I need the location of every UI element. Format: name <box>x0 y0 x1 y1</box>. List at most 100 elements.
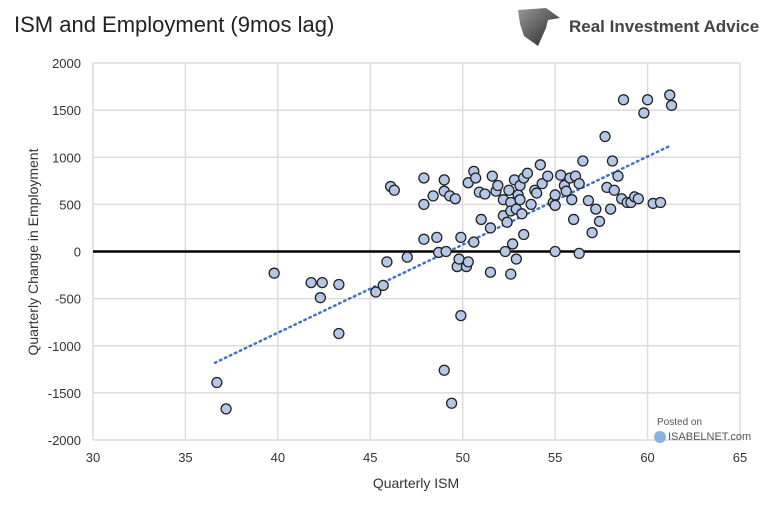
data-point <box>418 233 430 245</box>
data-point <box>503 184 515 196</box>
chart-title: ISM and Employment (9mos lag) <box>14 12 335 37</box>
data-point <box>531 187 543 199</box>
data-point <box>534 159 547 171</box>
data-point <box>445 397 458 409</box>
data-point <box>590 203 602 215</box>
data-point <box>455 231 467 244</box>
x-tick-label: 35 <box>178 450 192 465</box>
data-point <box>314 292 327 304</box>
data-point <box>566 194 578 206</box>
x-tick-label: 55 <box>548 450 562 465</box>
data-point <box>582 194 595 207</box>
data-point <box>516 208 528 220</box>
isabelnet-globe-icon <box>654 431 666 443</box>
data-point <box>521 167 534 179</box>
data-point <box>305 276 317 289</box>
x-tick-label: 65 <box>733 450 747 465</box>
data-point <box>549 189 561 201</box>
data-point <box>333 327 345 340</box>
data-point <box>617 94 630 106</box>
y-tick-label: -1000 <box>48 339 81 354</box>
data-point <box>484 266 497 278</box>
data-point <box>555 169 567 181</box>
data-point <box>401 251 413 263</box>
data-point <box>577 155 589 167</box>
data-point <box>612 170 624 182</box>
data-point <box>549 245 561 258</box>
y-tick-label: -1500 <box>48 386 81 401</box>
data-point <box>641 94 654 106</box>
data-point <box>586 226 598 239</box>
data-point <box>536 177 548 190</box>
data-point <box>418 198 430 211</box>
data-point <box>506 238 519 250</box>
brand-name: Real Investment Advice <box>569 17 760 36</box>
x-axis-label: Quarterly ISM <box>373 475 459 491</box>
x-tick-label: 40 <box>271 450 285 465</box>
y-tick-label: -2000 <box>48 433 81 448</box>
data-point <box>542 170 554 182</box>
data-point <box>381 256 393 268</box>
data-point <box>431 231 443 244</box>
data-point <box>438 174 450 186</box>
data-point <box>505 268 517 280</box>
data-point <box>316 276 328 289</box>
y-axis-label: Quarterly Change in Employment <box>25 148 41 355</box>
data-point <box>486 170 498 182</box>
data-point <box>514 194 526 206</box>
data-point <box>654 196 667 209</box>
y-tick-label: 1500 <box>52 103 81 118</box>
data-point <box>427 190 439 202</box>
data-point <box>475 213 487 226</box>
data-point <box>449 193 461 205</box>
data-point <box>608 184 620 196</box>
data-point <box>440 245 452 258</box>
data-point <box>573 247 585 260</box>
y-tick-label: -500 <box>55 292 81 307</box>
data-point <box>268 267 280 279</box>
data-point <box>665 99 678 112</box>
data-point <box>388 184 400 196</box>
data-point <box>567 213 580 226</box>
data-point <box>632 193 644 205</box>
data-point <box>479 188 491 200</box>
y-tick-label: 500 <box>59 197 81 212</box>
y-tick-label: 0 <box>74 245 81 260</box>
eagle-logo-icon <box>518 8 560 46</box>
data-point <box>593 215 606 227</box>
x-tick-label: 50 <box>455 450 469 465</box>
y-tick-label: 2000 <box>52 56 81 71</box>
posted-on-text: Posted on <box>657 417 703 428</box>
data-point <box>560 185 572 197</box>
data-point <box>518 228 530 241</box>
data-point <box>638 107 650 119</box>
data-point <box>377 279 389 292</box>
data-point <box>470 172 482 184</box>
data-point <box>573 177 585 190</box>
data-point <box>370 286 382 298</box>
data-point <box>501 216 513 228</box>
data-point <box>455 309 467 322</box>
x-tick-label: 45 <box>363 450 377 465</box>
data-point <box>525 198 537 211</box>
data-point <box>468 236 480 248</box>
data-point <box>510 253 522 265</box>
y-tick-label: 1000 <box>52 150 81 165</box>
data-point <box>462 256 474 268</box>
data-point <box>606 155 619 167</box>
x-tick-label: 60 <box>640 450 654 465</box>
data-point <box>484 222 497 234</box>
data-point <box>664 89 676 101</box>
data-point <box>333 278 345 291</box>
data-point <box>499 245 511 258</box>
data-point <box>220 403 232 415</box>
isabelnet-text: ISABELNET.com <box>668 431 752 443</box>
data-point <box>211 376 223 389</box>
data-point <box>418 172 430 184</box>
data-point <box>599 130 611 143</box>
x-tick-label: 30 <box>86 450 100 465</box>
data-point <box>604 203 617 215</box>
data-point <box>549 199 561 211</box>
